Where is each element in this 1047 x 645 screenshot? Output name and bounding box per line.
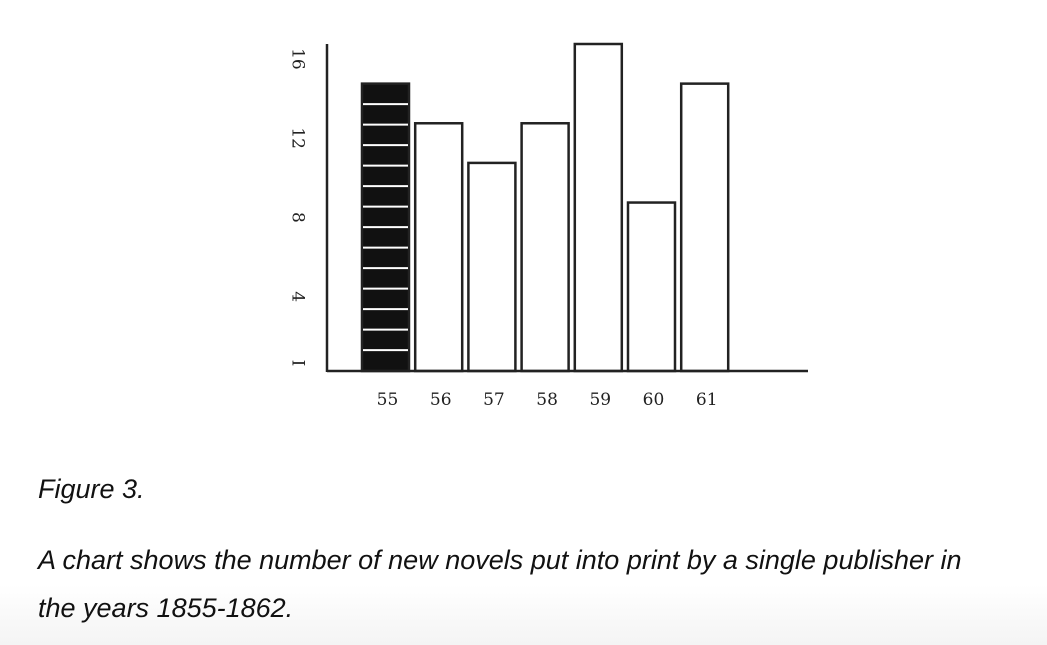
y-tick-label: 16 [288,48,308,70]
y-tick-label: 12 [288,127,308,149]
bar-58 [520,122,570,373]
x-tick-label: 61 [696,390,718,410]
y-tick-label: 8 [288,212,308,223]
figure-caption: A chart shows the number of new novels p… [38,545,962,623]
bar-56 [413,122,464,373]
x-tick-label: 56 [430,390,452,410]
x-tick-label: 59 [589,390,611,410]
x-tick-label: 60 [643,390,665,410]
x-tick-label: 58 [536,390,558,410]
bar-57 [467,161,517,373]
bar-59 [573,42,624,373]
bar-61 [679,82,730,373]
x-tick-label: 55 [377,390,399,410]
bar-chart: 55 56 57 58 59 60 61 I 4 8 12 16 [288,42,808,410]
x-tick-label: 57 [483,390,505,410]
bar-60 [626,201,677,373]
y-tick-label: I [288,360,308,367]
figure-label: Figure 3. [38,474,145,504]
y-tick-label: 4 [288,291,308,302]
